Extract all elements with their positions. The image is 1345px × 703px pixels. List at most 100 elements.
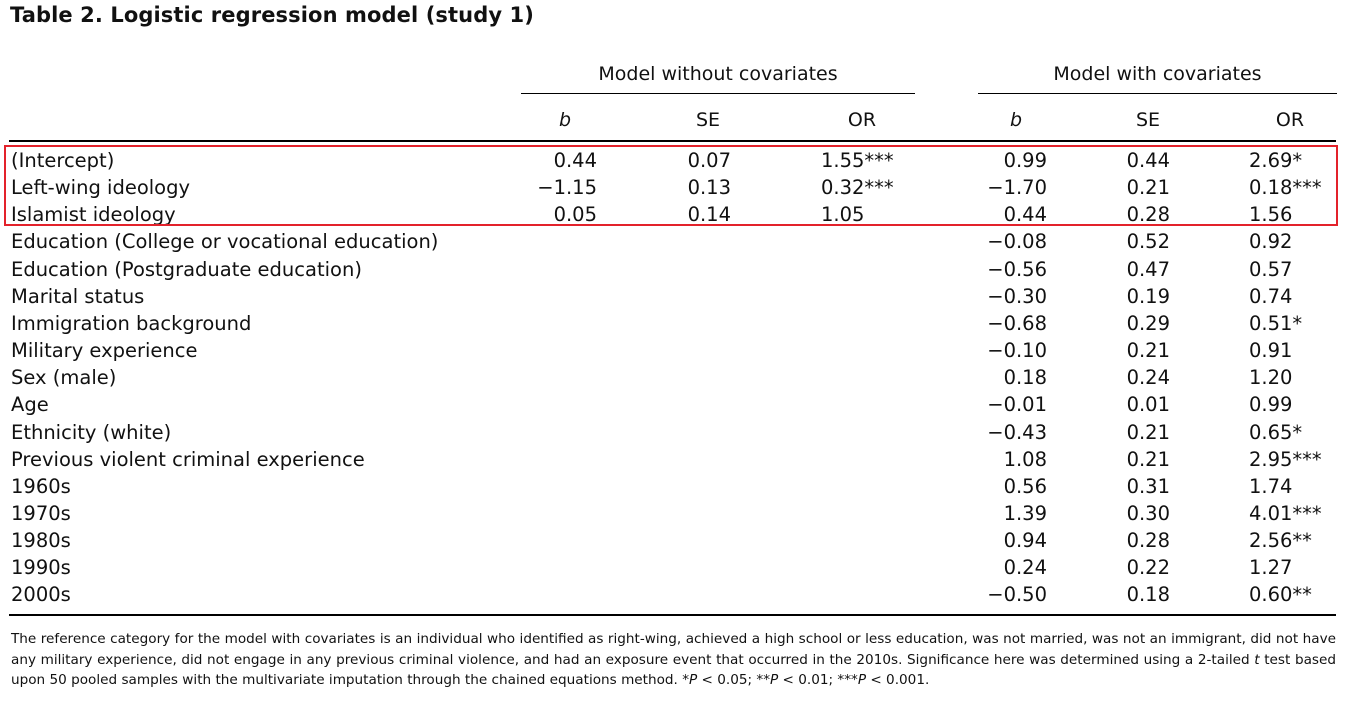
- cell-se-with: 0.31: [1126, 474, 1170, 498]
- cell-or-without: 0.32***: [821, 176, 894, 200]
- cell-or-with: 0.57: [1249, 257, 1293, 281]
- cell-or-with: 0.91: [1249, 339, 1293, 363]
- cell-or-with: 0.18***: [1249, 176, 1322, 200]
- row-label: Islamist ideology: [11, 203, 176, 227]
- cell-se-with: 0.24: [1126, 366, 1170, 390]
- cell-se-with: 0.28: [1126, 529, 1170, 553]
- cell-b-with: −0.68: [987, 311, 1047, 335]
- row-label: Left-wing ideology: [11, 176, 191, 200]
- row-label: 1990s: [11, 556, 71, 580]
- cell-or-without: 1.05: [821, 203, 865, 227]
- cell-or-without: 1.55***: [821, 149, 894, 172]
- row-label: Education (Postgraduate education): [11, 257, 362, 281]
- cell-b-with: 0.99: [1003, 149, 1047, 172]
- cell-se-with: 0.47: [1126, 257, 1170, 281]
- group-rule-with-covariates: [978, 93, 1337, 94]
- cell-or-with: 0.92: [1249, 230, 1293, 254]
- cell-b-without: 0.05: [553, 203, 597, 227]
- cell-b-with: −1.70: [987, 176, 1047, 200]
- cell-se-with: 0.30: [1126, 501, 1170, 525]
- cell-b-with: 1.08: [1003, 447, 1047, 471]
- table-row: (Intercept) 0.44 0.07 1.55*** 0.99 0.44 2.69*: [0, 147, 1345, 174]
- group-header-without-covariates: Model without covariates: [598, 63, 838, 85]
- cell-or-with: 0.60**: [1249, 583, 1312, 607]
- row-label: Education (College or vocational educati…: [11, 230, 439, 254]
- cell-se-with: 0.29: [1126, 311, 1170, 335]
- cell-b-without: 0.44: [553, 149, 597, 172]
- table-title: Table 2. Logistic regression model (stud…: [10, 3, 534, 27]
- cell-or-with: 0.51*: [1249, 311, 1303, 335]
- footnote-text-1: The reference category for the model wit…: [11, 631, 1336, 668]
- cell-se-with: 0.52: [1126, 230, 1170, 254]
- table-row: Marital status −0.30 0.19 0.74: [0, 283, 1345, 310]
- row-label: 1960s: [11, 474, 71, 498]
- row-label: 1980s: [11, 529, 71, 553]
- cell-or-with: 0.65*: [1249, 420, 1303, 444]
- cell-or-with: 1.20: [1249, 366, 1293, 390]
- row-label: Previous violent criminal experience: [11, 447, 365, 471]
- row-label: Immigration background: [11, 311, 252, 335]
- table-row: Sex (male) 0.18 0.24 1.20: [0, 364, 1345, 391]
- cell-b-with: 0.56: [1003, 474, 1047, 498]
- cell-se-with: 0.21: [1126, 447, 1170, 471]
- cell-se-with: 0.21: [1126, 176, 1170, 200]
- table-row: Islamist ideology 0.05 0.14 1.05 0.44 0.28 1.5…: [0, 201, 1345, 228]
- row-label: Age: [11, 393, 49, 417]
- row-label: (Intercept): [11, 149, 115, 172]
- highlight-box: [4, 145, 1338, 226]
- cell-or-with: 1.74: [1249, 474, 1293, 498]
- table-row: Ethnicity (white) −0.43 0.21 0.65*: [0, 419, 1345, 446]
- cell-b-with: −0.50: [987, 583, 1047, 607]
- footnote-t: t: [1254, 651, 1260, 668]
- cell-se-without: 0.14: [687, 203, 731, 227]
- cell-b-with: −0.10: [987, 339, 1047, 363]
- cell-or-with: 0.74: [1249, 284, 1293, 308]
- table-row: Left-wing ideology −1.15 0.13 0.32*** −1.70 0…: [0, 174, 1345, 201]
- group-rule-without-covariates: [521, 93, 915, 94]
- col-header-se-2: SE: [1135, 109, 1161, 131]
- cell-se-without: 0.07: [687, 149, 731, 172]
- row-label: Sex (male): [11, 366, 117, 390]
- cell-or-with: 1.56: [1249, 203, 1293, 227]
- cell-b-with: 0.18: [1003, 366, 1047, 390]
- cell-b-with: 1.39: [1003, 501, 1047, 525]
- cell-se-with: 0.19: [1126, 284, 1170, 308]
- col-header-b-1: b: [558, 109, 572, 131]
- cell-se-with: 0.28: [1126, 203, 1170, 227]
- cell-b-with: −0.56: [987, 257, 1047, 281]
- cell-or-with: 2.95***: [1249, 447, 1322, 471]
- table-row: 1960s 0.56 0.31 1.74: [0, 473, 1345, 500]
- table-row: Immigration background −0.68 0.29 0.51*: [0, 310, 1345, 337]
- footnote-p-3: P: [857, 672, 867, 688]
- footnote-p-1: P: [689, 672, 698, 688]
- table-row: Age −0.01 0.01 0.99: [0, 391, 1345, 418]
- table-row: 2000s −0.50 0.18 0.60**: [0, 581, 1345, 608]
- cell-se-with: 0.22: [1126, 556, 1170, 580]
- table-row: Education (College or vocational educati…: [0, 228, 1345, 255]
- cell-b-with: −0.30: [987, 284, 1047, 308]
- cell-se-with: 0.18: [1126, 583, 1170, 607]
- row-label: Ethnicity (white): [11, 420, 172, 444]
- cell-or-with: 1.27: [1249, 556, 1293, 580]
- cell-se-with: 0.21: [1126, 339, 1170, 363]
- cell-or-with: 0.99: [1249, 393, 1293, 417]
- table-row: 1980s 0.94 0.28 2.56**: [0, 527, 1345, 554]
- footnote-text-3: < 0.05; **: [697, 672, 771, 688]
- cell-b-with: 0.94: [1003, 529, 1047, 553]
- cell-or-with: 4.01***: [1249, 501, 1322, 525]
- footnote-p-2: P: [770, 672, 779, 688]
- cell-se-with: 0.21: [1126, 420, 1170, 444]
- table-row: Previous violent criminal experience 1.08…: [0, 446, 1345, 473]
- table-footnote: The reference category for the model wit…: [11, 629, 1336, 691]
- row-label: Marital status: [11, 284, 145, 308]
- table-row: Education (Postgraduate education) −0.56 0…: [0, 256, 1345, 283]
- table-top-rule: [9, 140, 1336, 142]
- col-header-b-2: b: [1009, 109, 1023, 131]
- cell-b-with: −0.01: [987, 393, 1047, 417]
- cell-b-without: −1.15: [537, 176, 597, 200]
- row-label: Military experience: [11, 339, 198, 363]
- footnote-text-2: test based upon 50 pooled samples with t…: [11, 651, 1336, 689]
- cell-or-with: 2.56**: [1249, 529, 1312, 553]
- row-label: 2000s: [11, 583, 71, 607]
- cell-or-with: 2.69*: [1249, 149, 1303, 172]
